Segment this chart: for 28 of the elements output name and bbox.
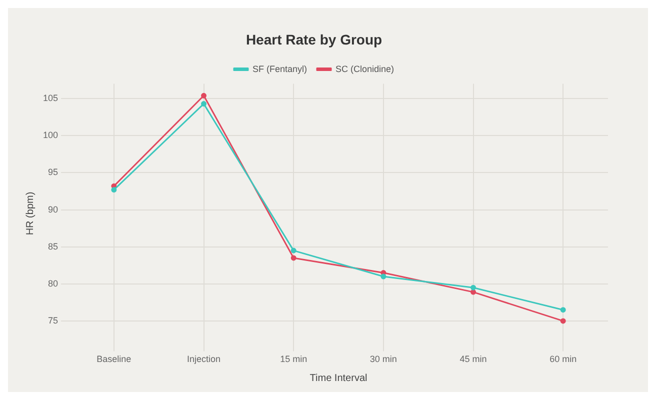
x-tick-label: 15 min xyxy=(280,354,308,364)
x-axis-title: Time Interval xyxy=(310,372,368,384)
point xyxy=(470,284,476,290)
point xyxy=(290,255,296,261)
y-tick-label: 80 xyxy=(48,278,58,288)
x-tick-label: Baseline xyxy=(96,354,132,364)
y-tick-label: 105 xyxy=(42,93,58,104)
y-tick-label: 85 xyxy=(48,241,58,252)
point xyxy=(560,307,566,313)
point xyxy=(111,187,117,193)
x-tick-label: Injection xyxy=(186,354,221,364)
point xyxy=(470,289,476,295)
chart-title: Heart Rate by Group xyxy=(246,31,382,48)
y-tick-label: 75 xyxy=(48,315,58,326)
legend-label: SC (Clonidine) xyxy=(335,64,394,74)
y-axis-title: HR (bpm) xyxy=(24,192,36,236)
x-tick-label: 30 min xyxy=(370,354,397,364)
legend-label: SF (Fentanyl) xyxy=(252,64,307,74)
point xyxy=(201,92,207,98)
point xyxy=(290,248,296,254)
x-tick-label: 45 min xyxy=(460,354,487,364)
y-tick-label: 95 xyxy=(48,167,58,178)
point xyxy=(380,274,386,280)
y-tick-label: 90 xyxy=(48,204,58,214)
point xyxy=(201,101,207,107)
y-tick-label: 100 xyxy=(42,130,58,140)
x-tick-label: 60 min xyxy=(550,354,577,364)
point xyxy=(560,318,566,324)
